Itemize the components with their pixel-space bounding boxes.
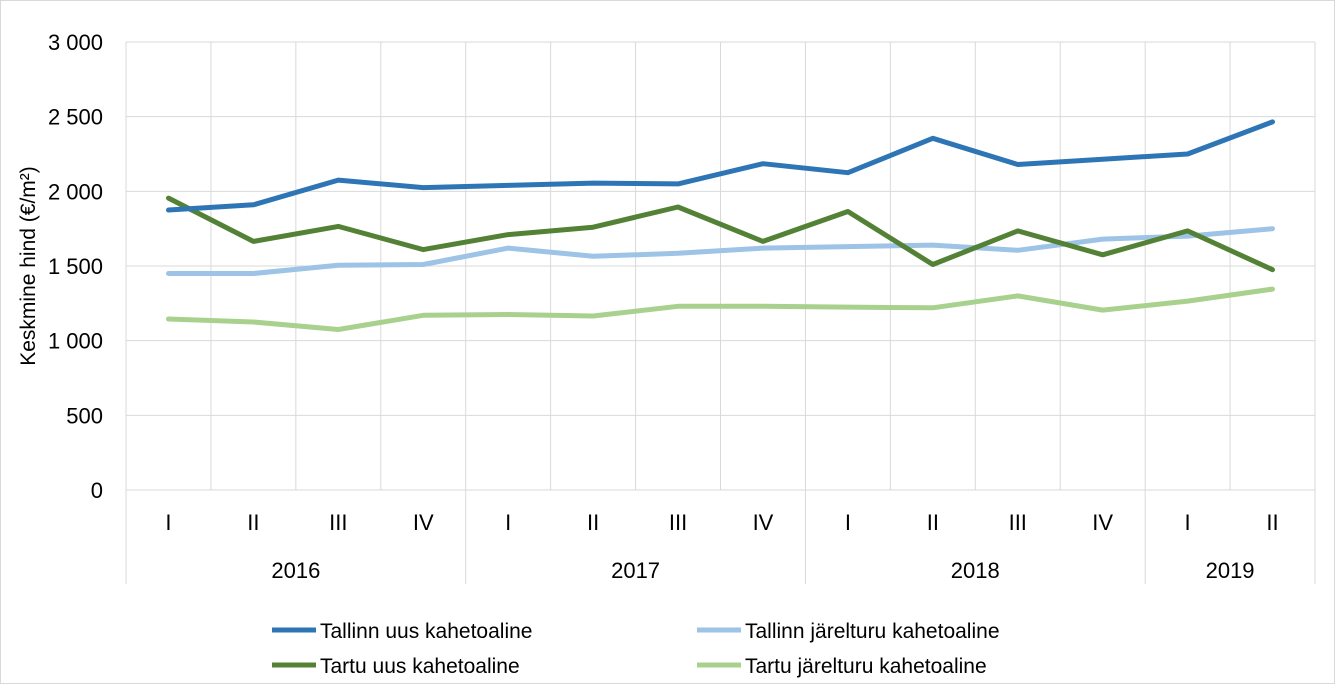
y-tick-label: 500 (66, 403, 103, 428)
y-tick-label: 3 000 (48, 30, 103, 55)
legend-label: Tallinn järelturu kahetoaline (745, 620, 1000, 643)
gridlines (125, 41, 1316, 491)
y-axis-label: Keskmine hind (€/m²) (17, 166, 40, 366)
x-tick-label: II (587, 510, 599, 535)
y-tick-label: 1 000 (48, 329, 103, 354)
series-lines (166, 119, 1275, 332)
legend: Tallinn uus kahetoaline Tallinn järelturu… (272, 620, 1000, 678)
y-axis-ticks: 0 500 1 000 1 500 2 000 2 500 3 000 (48, 30, 103, 503)
x-tick-label: I (505, 510, 511, 535)
series-line (166, 119, 1275, 213)
x-tick-label: IV (753, 510, 774, 535)
series-line (166, 195, 1275, 273)
x-tick-label: I (165, 510, 171, 535)
y-tick-label: 1 500 (48, 254, 103, 279)
legend-label: Tartu järelturu kahetoaline (745, 655, 987, 678)
group-label: 2016 (271, 558, 320, 583)
group-label: 2019 (1206, 558, 1255, 583)
series-line (166, 286, 1275, 332)
x-tick-label: I (1185, 510, 1191, 535)
x-tick-label: II (1266, 510, 1278, 535)
x-tick-label: IV (413, 510, 434, 535)
y-tick-label: 0 (91, 478, 103, 503)
x-tick-label: IV (1092, 510, 1113, 535)
legend-label: Tartu uus kahetoaline (320, 655, 520, 678)
group-label: 2018 (951, 558, 1000, 583)
group-label: 2017 (611, 558, 660, 583)
y-tick-label: 2 500 (48, 105, 103, 130)
legend-label: Tallinn uus kahetoaline (320, 620, 532, 643)
x-tick-label: I (845, 510, 851, 535)
x-tick-label: III (329, 510, 347, 535)
y-tick-label: 2 000 (48, 179, 103, 204)
series-line (166, 226, 1275, 276)
x-tick-label: II (247, 510, 259, 535)
x-tick-label: III (669, 510, 687, 535)
x-tick-label: III (1009, 510, 1027, 535)
x-tick-label: II (927, 510, 939, 535)
